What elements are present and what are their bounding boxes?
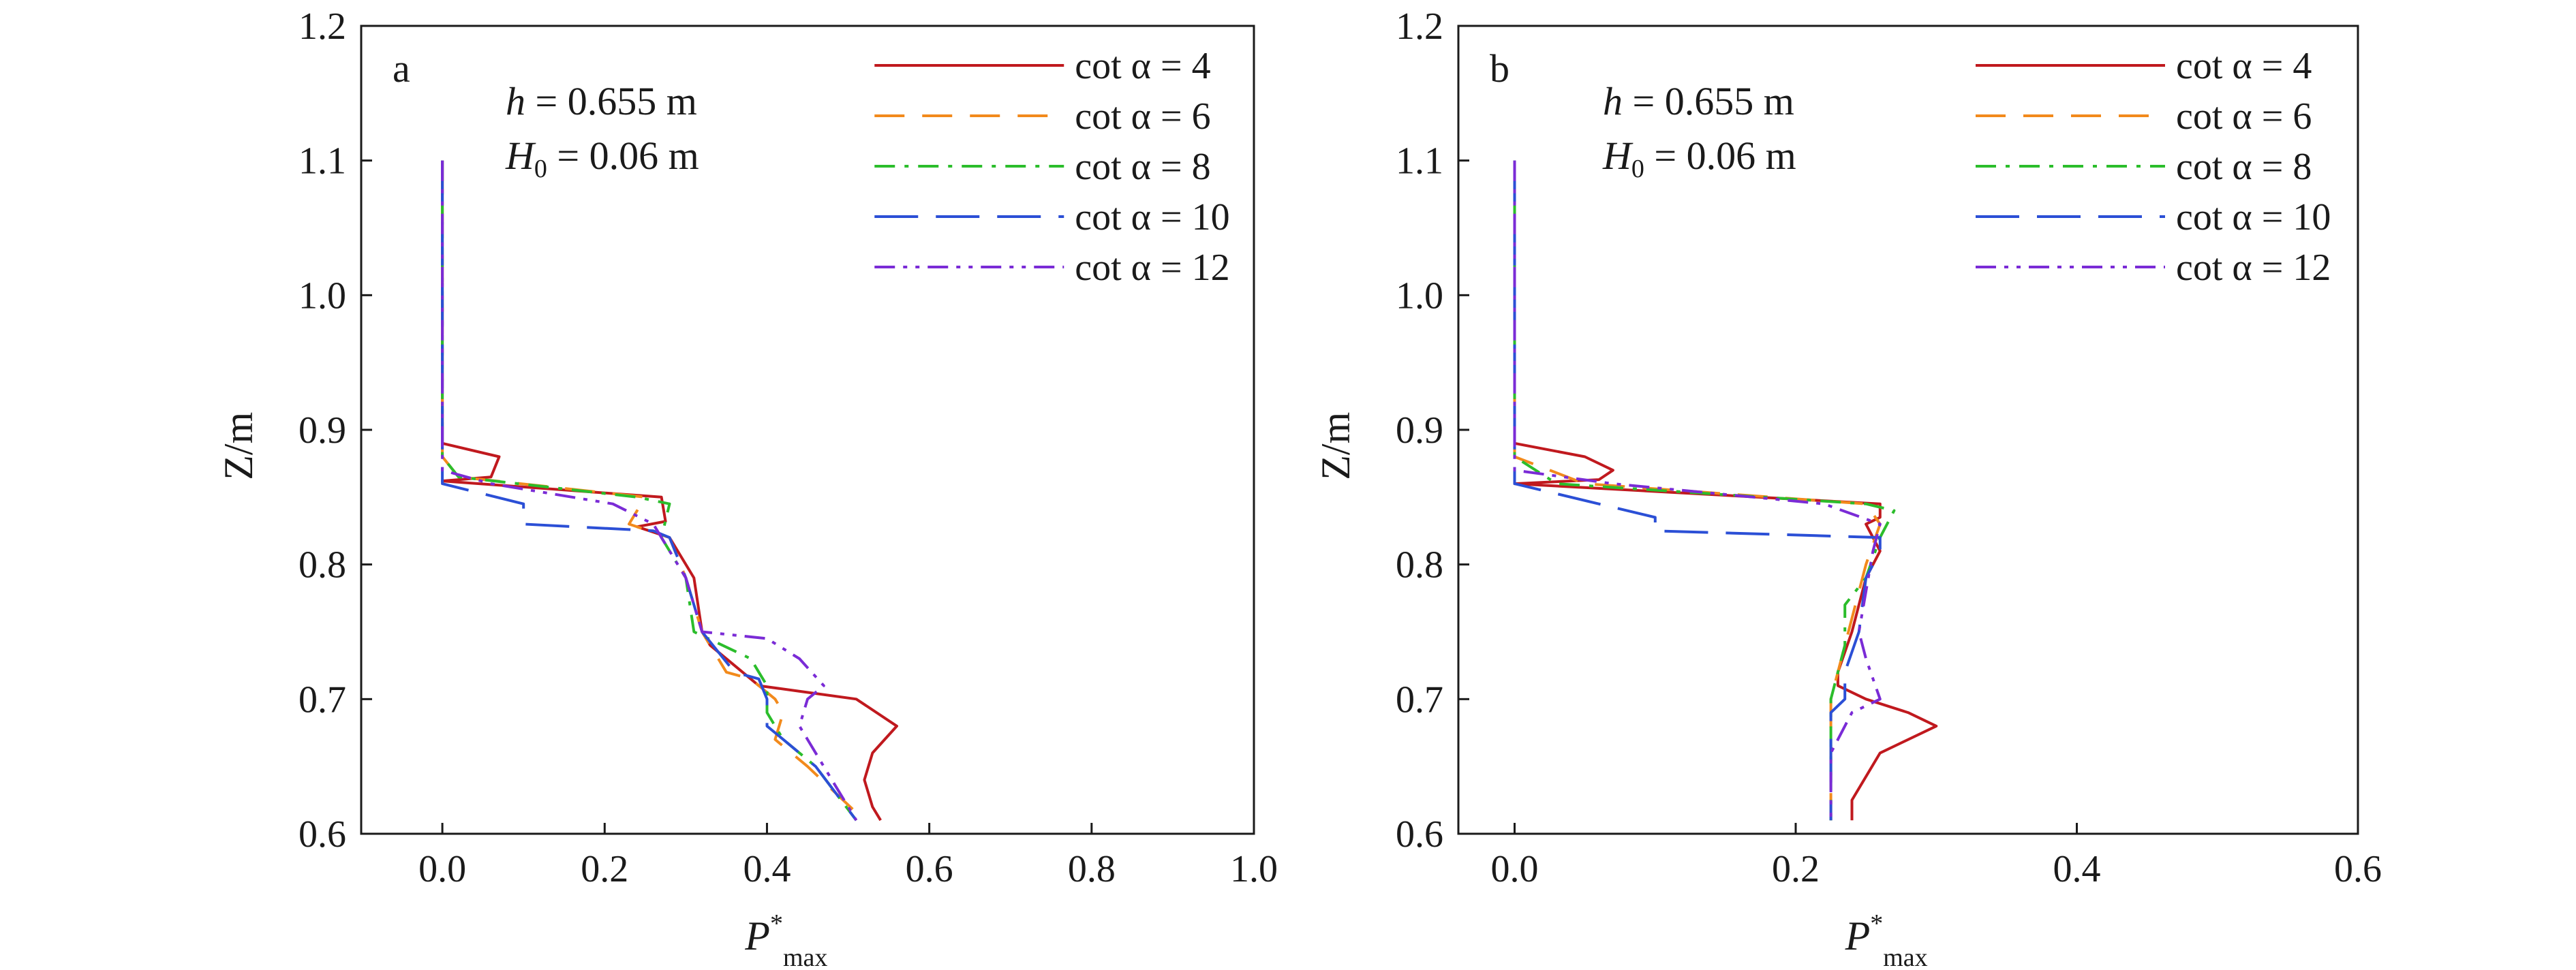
annotation-depth: h = 0.655 m xyxy=(1603,79,1794,123)
x-tick-label: 0.0 xyxy=(418,848,466,890)
panel-label: b xyxy=(1490,46,1509,91)
series-line-cot-1 xyxy=(1513,160,1938,821)
y-tick-label: 0.8 xyxy=(298,544,346,586)
annotation-wave-height: H0 = 0.06 m xyxy=(1602,134,1796,183)
series-line-cot-5 xyxy=(1513,160,1882,821)
y-tick-label: 1.2 xyxy=(1396,5,1443,48)
y-tick-label: 0.6 xyxy=(298,813,346,856)
legend-entry: cot α = 8 xyxy=(2176,146,2312,188)
series-line-cot-5 xyxy=(441,160,858,822)
legend-entry: cot α = 6 xyxy=(1075,95,1210,138)
series-line-cot-1 xyxy=(441,160,898,822)
y-tick-label: 0.7 xyxy=(1396,678,1443,721)
series-line-cot-2 xyxy=(441,160,865,822)
y-tick-label: 1.0 xyxy=(298,275,346,317)
y-tick-label: 1.2 xyxy=(298,5,346,48)
series-line-cot-4 xyxy=(1513,160,1882,821)
legend-entry: cot α = 4 xyxy=(2176,45,2312,87)
legend-entry: cot α = 8 xyxy=(1075,146,1210,188)
x-tick-label: 0.2 xyxy=(581,848,628,890)
series-line-cot-2 xyxy=(1513,160,1882,821)
annot-sub: 0 xyxy=(1631,155,1644,183)
annot-var-h: h xyxy=(506,79,525,123)
x-axis-title: P*max xyxy=(744,909,827,970)
y-tick-label: 0.9 xyxy=(298,409,346,452)
x-tick-label: 0.6 xyxy=(2334,848,2382,890)
x-tick-label: 0.0 xyxy=(1491,848,1539,890)
y-tick-label: 1.0 xyxy=(1396,275,1443,317)
y-axis-title: Z/m xyxy=(1313,412,1358,480)
y-tick-label: 0.9 xyxy=(1396,409,1443,452)
xlabel-main: P xyxy=(1845,913,1871,958)
series-line-cot-4 xyxy=(441,160,858,822)
y-axis-title: Z/m xyxy=(216,412,261,480)
legend-entry: cot α = 4 xyxy=(1075,45,1210,87)
x-tick-label: 0.6 xyxy=(906,848,953,890)
y-tick-label: 0.6 xyxy=(1396,813,1443,856)
panel-label: a xyxy=(393,46,410,91)
x-tick-label: 0.4 xyxy=(743,848,791,890)
annotation-wave-height: H0 = 0.06 m xyxy=(505,134,699,183)
annot-var-H: H xyxy=(1602,134,1634,178)
annot-rest-H: = 0.06 m xyxy=(1644,134,1796,178)
xlabel-sup: * xyxy=(770,909,783,938)
series-line-cot-3 xyxy=(1513,160,1896,821)
y-tick-label: 1.1 xyxy=(1396,140,1443,183)
chart-panel-a: a h = 0.655 m H0 = 0.06 m P*max Z/m 0.0 0… xyxy=(216,5,1278,970)
legend-entry: cot α = 6 xyxy=(2176,95,2312,138)
xlabel-main: P xyxy=(744,913,770,958)
annot-rest-H: = 0.06 m xyxy=(547,134,699,178)
y-tick-label: 0.8 xyxy=(1396,544,1443,586)
x-tick-label: 0.4 xyxy=(2053,848,2101,890)
y-tick-label: 0.7 xyxy=(298,678,346,721)
x-axis-title: P*max xyxy=(1845,909,1928,970)
xlabel-sub: max xyxy=(1883,943,1927,970)
legend-entry: cot α = 12 xyxy=(2176,247,2331,289)
chart-panel-b: b h = 0.655 m H0 = 0.06 m P*max Z/m 0.0 0… xyxy=(1313,5,2382,970)
x-tick-label: 0.2 xyxy=(1772,848,1820,890)
annot-rest-h: = 0.655 m xyxy=(1623,79,1794,123)
annot-rest-h: = 0.655 m xyxy=(525,79,697,123)
y-tick-label: 1.1 xyxy=(298,140,346,183)
annotation-depth: h = 0.655 m xyxy=(506,79,697,123)
annot-var-h: h xyxy=(1603,79,1623,123)
legend-entry: cot α = 12 xyxy=(1075,247,1229,289)
legend-entry: cot α = 10 xyxy=(1075,196,1229,238)
legend-entry: cot α = 10 xyxy=(2176,196,2331,238)
xlabel-sup: * xyxy=(1870,909,1883,938)
x-tick-label: 0.8 xyxy=(1068,848,1116,890)
x-tick-label: 1.0 xyxy=(1230,848,1278,890)
annot-var-H: H xyxy=(505,134,536,178)
annot-sub: 0 xyxy=(534,155,547,183)
series-line-cot-3 xyxy=(441,160,858,822)
xlabel-sub: max xyxy=(783,943,827,970)
